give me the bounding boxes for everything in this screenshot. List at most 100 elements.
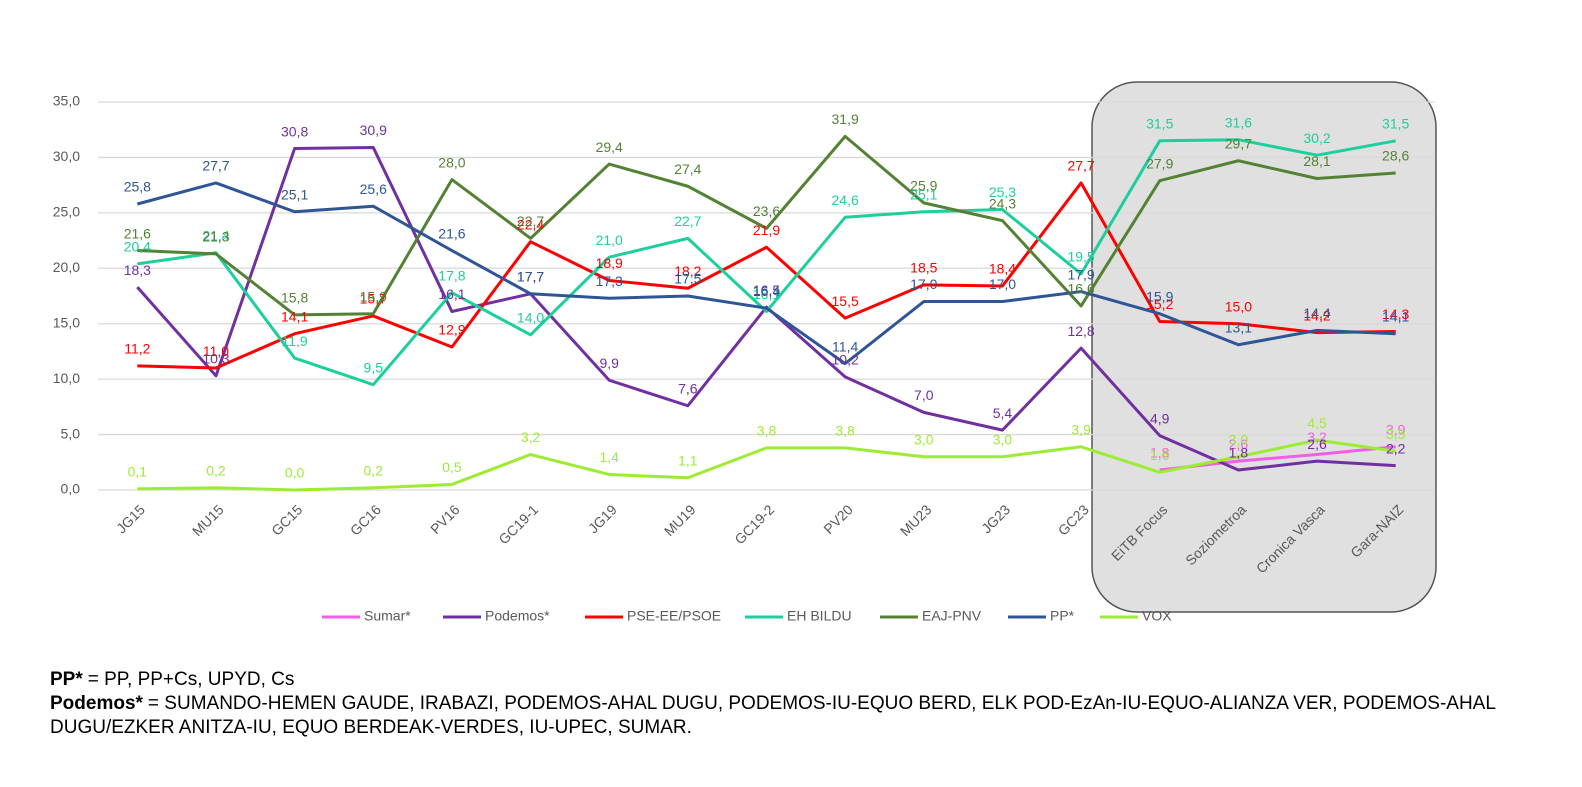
data-label: 25,8 <box>124 179 151 195</box>
data-label: 30,2 <box>1303 130 1330 146</box>
note: Podemos* = SUMANDO-HEMEN GAUDE, IRABAZI, … <box>50 692 1560 740</box>
data-label: 18,9 <box>596 255 623 271</box>
x-tick-label: MU23 <box>897 501 935 539</box>
data-label: 3,0 <box>914 431 934 447</box>
data-label: 30,8 <box>281 123 308 139</box>
y-tick-label: 25,0 <box>53 204 80 220</box>
data-label: 22,7 <box>517 213 544 229</box>
data-label: 18,4 <box>989 261 1016 277</box>
data-label: 0,1 <box>128 464 148 480</box>
data-label: 3,8 <box>757 423 777 439</box>
data-label: 17,7 <box>517 268 544 284</box>
x-tick-label: PV16 <box>427 501 463 537</box>
data-label: 14,2 <box>1303 307 1330 323</box>
data-label: 16,1 <box>753 286 780 302</box>
data-label: 18,2 <box>674 263 701 279</box>
data-label: 7,6 <box>678 380 698 396</box>
y-tick-label: 30,0 <box>53 148 80 164</box>
data-label: 11,0 <box>203 343 229 359</box>
data-label: 1,8 <box>1229 445 1249 461</box>
data-label: 14,1 <box>281 308 308 324</box>
data-label: 31,5 <box>1382 116 1409 132</box>
x-tick-label: GC16 <box>347 501 384 538</box>
data-label: 12,9 <box>438 322 465 338</box>
data-label: 0,5 <box>442 459 462 475</box>
data-label: 27,7 <box>1067 158 1094 174</box>
data-label: 25,1 <box>910 186 937 202</box>
data-label: 29,7 <box>1225 135 1252 151</box>
legend-label: EAJ-PNV <box>922 608 982 624</box>
data-label: 24,3 <box>989 195 1016 211</box>
data-label: 15,9 <box>1146 288 1173 304</box>
data-label: 31,9 <box>832 111 859 127</box>
data-label: 21,4 <box>202 227 229 243</box>
data-label: 17,8 <box>438 267 465 283</box>
data-label: 3,0 <box>1229 431 1249 447</box>
y-tick-label: 20,0 <box>53 259 80 275</box>
note-term: Podemos* <box>50 693 143 714</box>
y-tick-label: 15,0 <box>53 314 80 330</box>
data-label: 22,4 <box>517 216 544 232</box>
notes: PP* = PP, PP+Cs, UPYD, Cs Podemos* = SUMAN… <box>50 668 1560 740</box>
data-label: 23,6 <box>753 203 780 219</box>
data-label: 25,6 <box>360 181 387 197</box>
data-label: 27,4 <box>674 161 701 177</box>
data-label: 9,5 <box>364 359 384 375</box>
data-label: 3,9 <box>1071 421 1091 437</box>
data-label: 3,5 <box>1386 426 1406 442</box>
data-label: 11,9 <box>282 333 308 349</box>
chart: 0,0 5,0 10,0 15,0 20,0 25,0 30,0 35,0 JG15 MU15 GC… <box>53 81 1437 624</box>
data-label: 9,9 <box>599 355 619 371</box>
data-label: 1,4 <box>599 449 619 465</box>
data-label: 15,8 <box>281 290 308 306</box>
data-label: 21,6 <box>124 225 151 241</box>
legend-label: Sumar* <box>364 608 411 624</box>
data-label: 16,4 <box>753 283 780 299</box>
x-tick-label: GC19-2 <box>731 501 777 547</box>
x-tick-label: PV20 <box>820 501 856 537</box>
data-label: 1,1 <box>678 453 698 469</box>
data-label: 17,7 <box>517 268 544 284</box>
y-tick-label: 35,0 <box>53 93 80 109</box>
data-label: 4,5 <box>1307 415 1327 431</box>
data-label: 28,1 <box>1303 153 1330 169</box>
data-label: 17,0 <box>910 276 937 292</box>
data-label: 3,0 <box>993 431 1013 447</box>
data-label: 14,4 <box>1303 305 1330 321</box>
data-label: 21,6 <box>438 225 465 241</box>
data-label: 14,1 <box>1382 308 1409 324</box>
data-label: 10,3 <box>202 351 229 367</box>
note-term: PP* <box>50 669 83 690</box>
x-tick-label: JG19 <box>585 501 620 536</box>
data-label: 14,3 <box>1382 306 1409 322</box>
data-label: 24,6 <box>832 192 859 208</box>
data-label: 25,9 <box>910 178 937 194</box>
data-label: 19,5 <box>1067 249 1094 265</box>
data-label: 14,0 <box>517 310 544 326</box>
legend-label: PSE-EE/PSOE <box>627 608 721 624</box>
data-label: 15,7 <box>360 291 387 307</box>
lines <box>136 134 1396 492</box>
data-label: 13,1 <box>1225 319 1252 335</box>
data-label: 3,2 <box>521 429 541 445</box>
data-label: 17,0 <box>989 276 1016 292</box>
data-label: 29,4 <box>596 139 623 155</box>
data-label: 25,1 <box>281 186 308 202</box>
data-label: 31,5 <box>1146 116 1173 132</box>
note-text: = PP, PP+Cs, UPYD, Cs <box>87 669 295 690</box>
x-tick-label: GC15 <box>268 501 305 538</box>
y-tick-label: 5,0 <box>61 425 81 441</box>
data-label: 16,1 <box>438 286 465 302</box>
highlight-box <box>1091 81 1437 613</box>
data-label: 25,3 <box>989 184 1016 200</box>
note: PP* = PP, PP+Cs, UPYD, Cs <box>50 668 1560 692</box>
x-tick-label: GC19-1 <box>495 501 541 547</box>
data-label: 28,0 <box>438 154 465 170</box>
data-label: 27,9 <box>1146 155 1173 171</box>
data-label: 18,3 <box>124 262 151 278</box>
series-line <box>137 134 1396 317</box>
data-label: 0,2 <box>364 462 384 478</box>
data-label: 15,5 <box>832 293 859 309</box>
legend-label: VOX <box>1142 608 1172 624</box>
